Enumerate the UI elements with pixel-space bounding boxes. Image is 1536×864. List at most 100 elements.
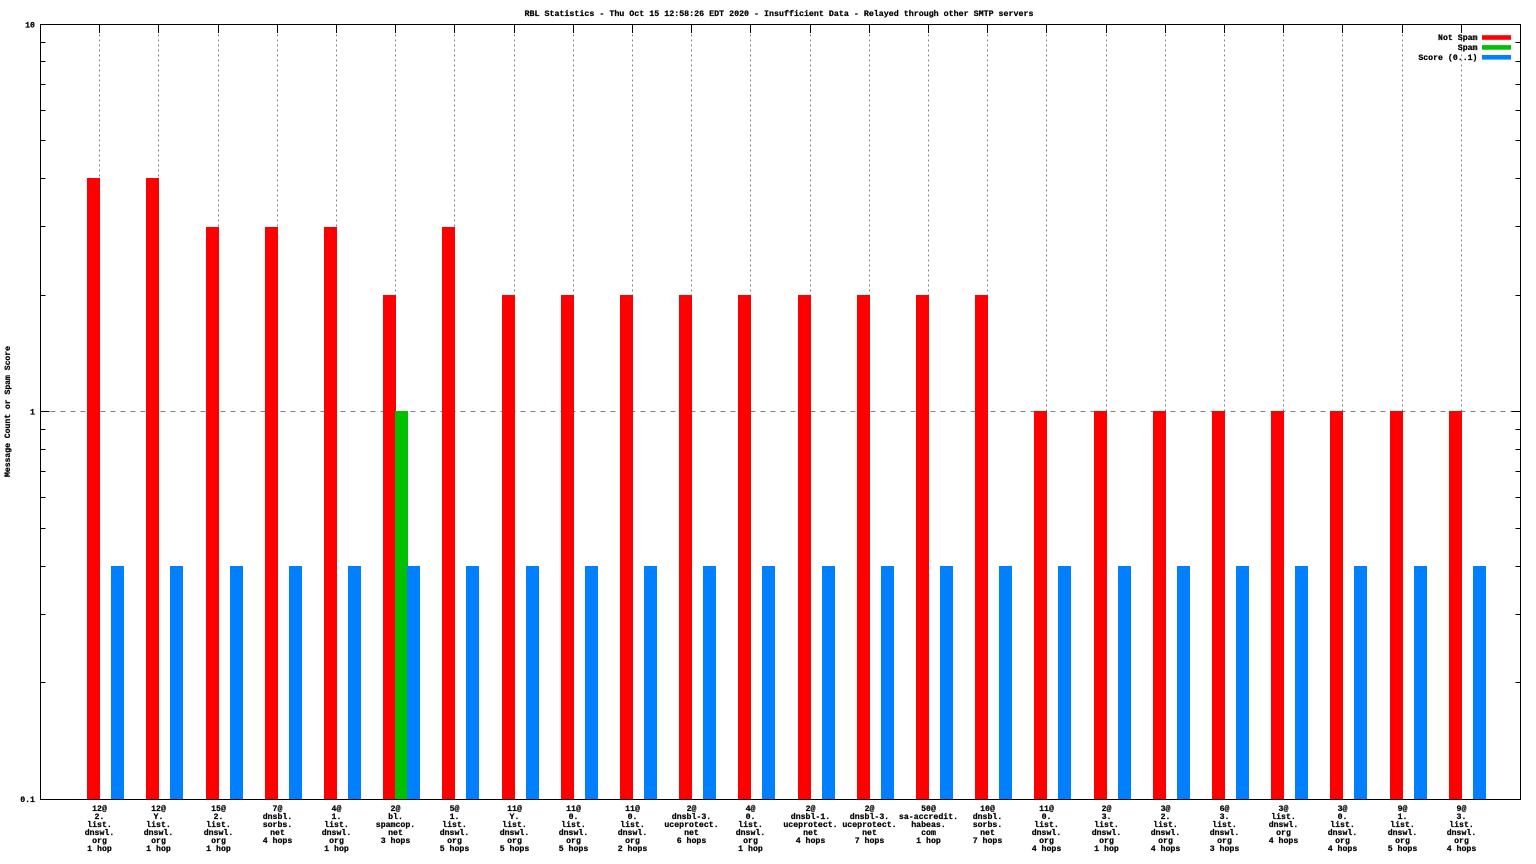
svg-text:1.: 1.	[1398, 813, 1408, 822]
svg-text:uceprotect.: uceprotect.	[842, 821, 896, 830]
svg-text:1 hop: 1 hop	[738, 844, 763, 854]
svg-text:1 hop: 1 hop	[916, 836, 941, 846]
svg-text:4@: 4@	[332, 804, 342, 814]
svg-text:net: net	[388, 829, 403, 838]
svg-text:11@: 11@	[507, 804, 522, 814]
svg-text:list.: list.	[1390, 820, 1415, 830]
svg-text:2@: 2@	[865, 804, 875, 814]
svg-text:5 hops: 5 hops	[440, 844, 470, 854]
svg-text:2.: 2.	[214, 813, 224, 822]
svg-text:dnswl.: dnswl.	[1032, 828, 1062, 838]
svg-text:4 hops: 4 hops	[1328, 844, 1358, 854]
svg-text:3@: 3@	[1338, 804, 1348, 814]
svg-text:org: org	[743, 837, 758, 846]
svg-text:9@: 9@	[1398, 804, 1408, 814]
svg-text:10: 10	[25, 21, 35, 30]
svg-text:1 hop: 1 hop	[206, 844, 231, 854]
svg-text:org: org	[1276, 829, 1291, 838]
svg-text:dnswl.: dnswl.	[1092, 828, 1122, 838]
svg-text:list.: list.	[146, 820, 171, 830]
svg-text:dnswl.: dnswl.	[144, 828, 174, 838]
svg-text:1.: 1.	[332, 813, 342, 822]
svg-text:3.: 3.	[1457, 813, 1467, 822]
svg-text:net: net	[270, 829, 285, 838]
svg-text:Not Spam: Not Spam	[1438, 34, 1478, 43]
svg-text:dnsbl.: dnsbl.	[263, 812, 293, 822]
svg-text:12@: 12@	[92, 804, 107, 814]
svg-text:6@: 6@	[1220, 804, 1230, 814]
svg-text:org: org	[1395, 837, 1410, 846]
svg-text:spamcop.: spamcop.	[376, 821, 415, 830]
svg-text:org: org	[211, 837, 226, 846]
svg-text:50@: 50@	[921, 804, 936, 814]
svg-text:list.: list.	[442, 820, 467, 830]
svg-text:list.: list.	[620, 820, 645, 830]
svg-text:habeas.: habeas.	[911, 820, 946, 830]
svg-text:org: org	[1158, 837, 1173, 846]
svg-text:Y.: Y.	[510, 813, 520, 822]
svg-text:2.: 2.	[1161, 813, 1171, 822]
svg-text:0.: 0.	[1338, 813, 1348, 822]
svg-text:2@: 2@	[806, 804, 816, 814]
svg-text:dnswl.: dnswl.	[1210, 828, 1240, 838]
svg-text:3.: 3.	[1102, 813, 1112, 822]
svg-text:list.: list.	[1153, 820, 1178, 830]
svg-text:15@: 15@	[211, 804, 226, 814]
svg-text:dnswl.: dnswl.	[500, 828, 530, 838]
svg-text:2.: 2.	[95, 813, 105, 822]
svg-text:4@: 4@	[746, 804, 756, 814]
svg-text:0.1: 0.1	[20, 796, 35, 805]
svg-text:1 hop: 1 hop	[324, 844, 349, 854]
svg-text:dnsbl-3.: dnsbl-3.	[850, 812, 889, 822]
svg-text:2@: 2@	[687, 804, 697, 814]
svg-text:3@: 3@	[1279, 804, 1289, 814]
svg-text:5 hops: 5 hops	[500, 844, 530, 854]
svg-text:org: org	[507, 837, 522, 846]
svg-text:1: 1	[30, 409, 35, 418]
svg-text:dnswl.: dnswl.	[322, 828, 352, 838]
svg-text:list.: list.	[1449, 820, 1474, 830]
svg-text:1 hop: 1 hop	[87, 844, 112, 854]
svg-text:4 hops: 4 hops	[263, 836, 293, 846]
svg-text:2 hops: 2 hops	[618, 844, 648, 854]
svg-text:org: org	[1335, 837, 1350, 846]
svg-text:list.: list.	[1034, 820, 1059, 830]
svg-text:bl.: bl.	[388, 812, 403, 822]
svg-text:4 hops: 4 hops	[1032, 844, 1062, 854]
svg-text:Y.: Y.	[154, 813, 164, 822]
svg-text:3 hops: 3 hops	[381, 836, 411, 846]
svg-text:com: com	[921, 829, 936, 838]
svg-text:12@: 12@	[151, 804, 166, 814]
svg-text:org: org	[1217, 837, 1232, 846]
svg-text:list.: list.	[1271, 812, 1296, 822]
svg-text:list.: list.	[206, 820, 231, 830]
svg-text:1.: 1.	[450, 813, 460, 822]
svg-text:1 hop: 1 hop	[1094, 844, 1119, 854]
svg-text:list.: list.	[1330, 820, 1355, 830]
svg-text:3@: 3@	[1161, 804, 1171, 814]
svg-text:5@: 5@	[450, 804, 460, 814]
svg-text:org: org	[1454, 837, 1469, 846]
svg-text:dnswl.: dnswl.	[440, 828, 470, 838]
svg-text:org: org	[1039, 837, 1054, 846]
svg-text:list.: list.	[87, 820, 112, 830]
svg-text:dnswl.: dnswl.	[559, 828, 589, 838]
svg-text:11@: 11@	[566, 804, 581, 814]
svg-text:4 hops: 4 hops	[1151, 844, 1181, 854]
svg-text:sorbs.: sorbs.	[263, 820, 293, 830]
svg-text:0.: 0.	[628, 813, 638, 822]
svg-text:11@: 11@	[1039, 804, 1054, 814]
svg-text:dnsbl-3.: dnsbl-3.	[672, 812, 711, 822]
svg-text:net: net	[980, 829, 995, 838]
svg-text:dnswl.: dnswl.	[85, 828, 115, 838]
svg-text:list.: list.	[324, 820, 349, 830]
svg-text:org: org	[329, 837, 344, 846]
svg-text:4 hops: 4 hops	[1269, 836, 1299, 846]
svg-text:0.: 0.	[569, 813, 579, 822]
svg-text:list.: list.	[502, 820, 527, 830]
svg-text:2@: 2@	[1102, 804, 1112, 814]
svg-text:dnswl.: dnswl.	[736, 828, 766, 838]
svg-text:list.: list.	[1094, 820, 1119, 830]
svg-text:list.: list.	[738, 820, 763, 830]
svg-text:dnswl.: dnswl.	[1388, 828, 1418, 838]
